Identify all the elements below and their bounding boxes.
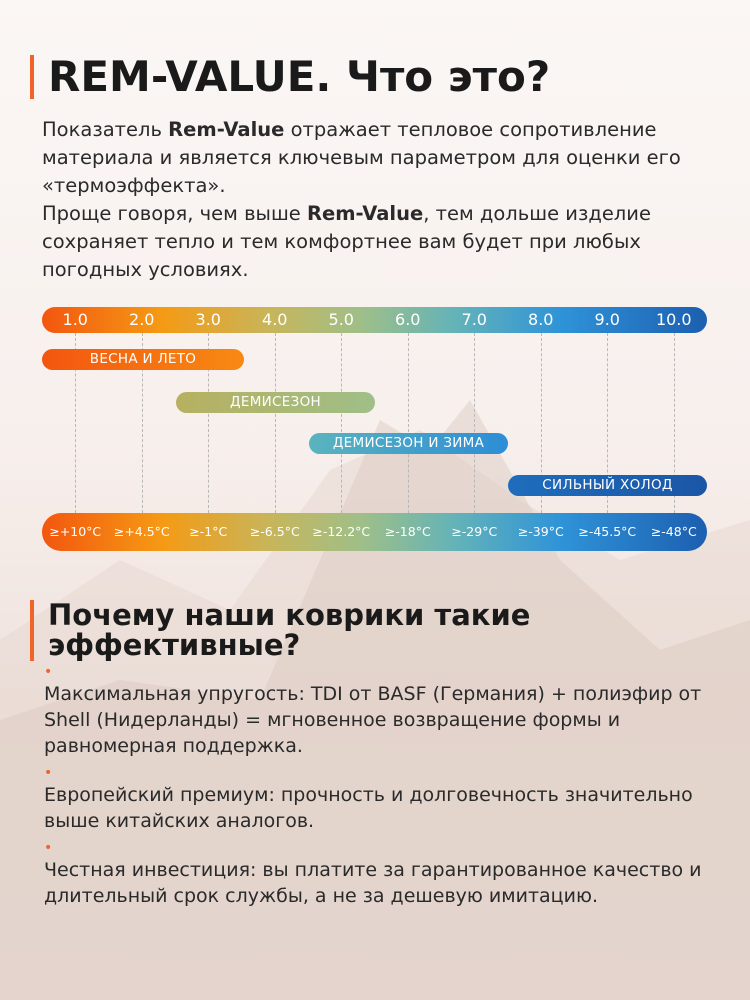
scale-value: 8.0 [528, 310, 554, 329]
rem-value-scale: 1.0 2.0 3.0 4.0 5.0 6.0 7.0 8.0 9.0 10.0 [42, 307, 707, 333]
scale-value: 3.0 [195, 310, 221, 329]
season-demi: ДЕМИСЕЗОН [176, 392, 375, 413]
scale-divider [142, 333, 143, 513]
scale-value: 4.0 [262, 310, 288, 329]
scale-divider [208, 333, 209, 513]
temperature-value: ≥-12.2°C [312, 524, 371, 539]
scale-value: 10.0 [655, 310, 692, 329]
bullet-icon: • [44, 765, 53, 781]
bullet-icon: • [44, 840, 53, 856]
temperature-value: ≥-48°C [650, 524, 697, 539]
temperature-value: ≥-45.5°C [578, 524, 637, 539]
benefit-text: Европейский премиум: прочность и долгове… [44, 784, 693, 832]
scale-divider [75, 333, 76, 513]
bullet-icon: • [44, 664, 53, 680]
scale-value: 2.0 [129, 310, 155, 329]
scale-value: 9.0 [594, 310, 620, 329]
season-demi-winter: ДЕМИСЕЗОН И ЗИМА [309, 433, 508, 454]
season-severe-cold: СИЛЬНЫЙ ХОЛОД [508, 475, 707, 496]
scale-value: 7.0 [461, 310, 487, 329]
scale-divider [275, 333, 276, 513]
season-spring-summer: ВЕСНА И ЛЕТО [42, 349, 244, 370]
temperature-value: ≥-39°C [517, 524, 564, 539]
list-item: • Честная инвестиция: вы платите за гара… [44, 841, 714, 909]
intro-paragraph-2: Проще говоря, чем выше Rem-Value, тем до… [42, 202, 651, 281]
benefit-text: Максимальная упругость: TDI от BASF (Гер… [44, 683, 702, 757]
list-item: • Максимальная упругость: TDI от BASF (Г… [44, 665, 714, 759]
list-item: • Европейский премиум: прочность и долго… [44, 766, 714, 834]
temperature-value: ≥-1°C [189, 524, 228, 539]
temperature-value: ≥+4.5°C [113, 524, 170, 539]
scale-divider [541, 333, 542, 513]
temperature-value: ≥-18°C [384, 524, 431, 539]
scale-divider [474, 333, 475, 513]
scale-value: 6.0 [395, 310, 421, 329]
section-title-rem-value: REM-VALUE. Что это? [30, 54, 550, 100]
benefit-text: Честная инвестиция: вы платите за гарант… [44, 859, 702, 907]
benefits-list: • Максимальная упругость: TDI от BASF (Г… [44, 665, 714, 916]
temperature-value: ≥-29°C [451, 524, 498, 539]
scale-value: 1.0 [62, 310, 88, 329]
scale-divider [607, 333, 608, 513]
temperature-scale: ≥+10°C ≥+4.5°C ≥-1°C ≥-6.5°C ≥-12.2°C ≥-… [42, 513, 707, 551]
scale-value: 5.0 [328, 310, 354, 329]
intro-paragraph-1: Показатель Rem-Value отражает тепловое с… [42, 118, 681, 197]
intro-text: Показатель Rem-Value отражает тепловое с… [42, 116, 702, 284]
scale-divider [341, 333, 342, 513]
section-title-benefits: Почему наши коврики такие эффективные? [30, 600, 750, 661]
scale-divider [674, 333, 675, 513]
temperature-value: ≥-6.5°C [249, 524, 300, 539]
temperature-value: ≥+10°C [49, 524, 102, 539]
scale-divider [408, 333, 409, 513]
